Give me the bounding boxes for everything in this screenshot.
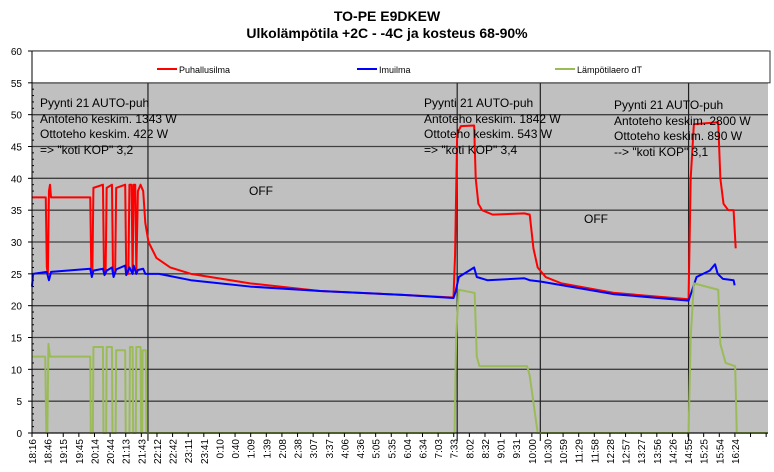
x-tick-label: 8:32 — [481, 439, 492, 459]
annotation-line: Pyynti 21 AUTO-puh — [614, 98, 724, 112]
x-tick-label: 12:57 — [622, 439, 633, 464]
x-tick-label: 0:40 — [231, 439, 242, 459]
x-tick-label: 21:43 — [137, 439, 148, 464]
x-tick-label: 18:16 — [28, 439, 39, 464]
annotation-period-3: Pyynti 21 AUTO-puh Antoteho keskim. 2800… — [614, 98, 751, 160]
legend-label: Imuilma — [379, 65, 411, 75]
annotation-line: => "koti KOP" 3,4 — [424, 142, 518, 157]
x-tick-label: 6:04 — [403, 439, 414, 459]
off-label: OFF — [249, 184, 273, 198]
y-tick-label: 10 — [11, 365, 23, 376]
series-line-1 — [31, 263, 736, 302]
annotation-line: Pyynti 21 AUTO-puh — [424, 96, 534, 110]
legend-label: Puhallusilma — [179, 65, 230, 75]
annotation-line: Ottoteho keskim. 422 W — [40, 127, 169, 141]
x-tick-label: 2:08 — [278, 439, 289, 459]
y-tick-label: 20 — [11, 302, 23, 313]
x-tick-label: 4:06 — [340, 439, 351, 459]
x-tick-label: 6:34 — [419, 439, 430, 459]
x-tick-label: 3:07 — [309, 439, 320, 459]
y-tick-label: 30 — [11, 238, 23, 249]
x-tick-label: 4:36 — [356, 439, 367, 459]
x-tick-label: 0:10 — [215, 439, 226, 459]
y-tick-label: 60 — [11, 47, 23, 58]
x-tick-label: 9:31 — [512, 439, 523, 459]
y-tick-label: 55 — [11, 79, 23, 90]
y-tick-label: 25 — [11, 270, 23, 281]
series-line-0 — [32, 121, 737, 301]
x-tick-label: 2:38 — [294, 439, 305, 459]
legend-label: Lämpötilaero dT — [577, 65, 643, 75]
x-tick-label: 8:02 — [465, 439, 476, 459]
x-tick-label: 18:46 — [44, 439, 55, 464]
x-tick-label: 13:56 — [653, 439, 664, 464]
x-tick-label: 10:59 — [559, 439, 570, 464]
x-tick-label: 20:44 — [106, 439, 117, 464]
x-tick-label: 23:11 — [184, 439, 195, 464]
x-tick-label: 23:41 — [200, 439, 211, 464]
annotation-line: Pyynti 21 AUTO-puh — [40, 96, 150, 110]
x-tick-label: 19:15 — [59, 439, 70, 464]
y-tick-label: 50 — [11, 111, 23, 122]
x-tick-label: 22:12 — [153, 439, 164, 464]
annotation-line: => "koti KOP" 3,2 — [40, 142, 134, 157]
x-tick-label: 22:42 — [169, 439, 180, 464]
x-tick-label: 20:14 — [90, 439, 101, 464]
x-tick-label: 3:37 — [325, 439, 336, 459]
x-tick-label: 12:28 — [606, 439, 617, 464]
annotation-line: Antoteho keskim. 1842 W — [424, 111, 561, 126]
x-tick-label: 7:33 — [450, 439, 461, 459]
chart-subtitle: Ulkolämpötila +2C - -4C ja kosteus 68-90… — [246, 25, 528, 41]
annotation-period-2: Pyynti 21 AUTO-puh Antoteho keskim. 1842… — [424, 96, 561, 158]
y-tick-label: 15 — [11, 334, 23, 345]
annotation-line: Antoteho keskim. 2800 W — [614, 113, 751, 128]
x-tick-label: 11:58 — [590, 439, 601, 464]
x-tick-label: 7:03 — [434, 439, 445, 459]
annotation-line: --> "koti KOP" 3,1 — [614, 144, 709, 159]
y-tick-label: 35 — [11, 206, 23, 217]
x-tick-label: 19:45 — [75, 439, 86, 464]
annotation-line: Ottoteho keskim. 543 W — [424, 127, 553, 141]
y-tick-label: 5 — [16, 397, 22, 408]
x-tick-label: 21:13 — [122, 439, 133, 464]
x-tick-label: 9:01 — [497, 439, 508, 459]
x-tick-label: 16:24 — [731, 439, 742, 464]
y-tick-label: 45 — [11, 143, 23, 154]
y-tick-label: 40 — [11, 174, 23, 185]
x-tick-label: 11:29 — [575, 439, 586, 464]
annotation-line: Ottoteho keskim. 890 W — [614, 129, 743, 143]
x-tick-label: 1:39 — [262, 439, 273, 459]
y-tick-label: 0 — [16, 429, 22, 440]
x-tick-label: 5:05 — [372, 439, 383, 459]
x-tick-label: 14:55 — [684, 439, 695, 464]
annotation-period-1: Pyynti 21 AUTO-puh Antoteho keskim. 1343… — [40, 96, 177, 158]
x-tick-label: 10:30 — [543, 439, 554, 464]
x-tick-label: 10:00 — [528, 439, 539, 464]
x-tick-label: 14:26 — [668, 439, 679, 464]
off-label: OFF — [584, 212, 608, 226]
legend — [31, 50, 771, 84]
annotation-line: Antoteho keskim. 1343 W — [40, 111, 177, 126]
x-tick-label: 5:35 — [387, 439, 398, 459]
x-tick-label: 1:09 — [247, 439, 258, 459]
x-tick-label: 15:54 — [715, 439, 726, 464]
x-tick-label: 13:27 — [637, 439, 648, 464]
chart-title-main: TO-PE E9DKEW — [333, 8, 441, 24]
x-tick-label: 15:25 — [700, 439, 711, 464]
chart-title: TO-PE E9DKEW Ulkolämpötila +2C - -4C ja … — [0, 8, 774, 42]
